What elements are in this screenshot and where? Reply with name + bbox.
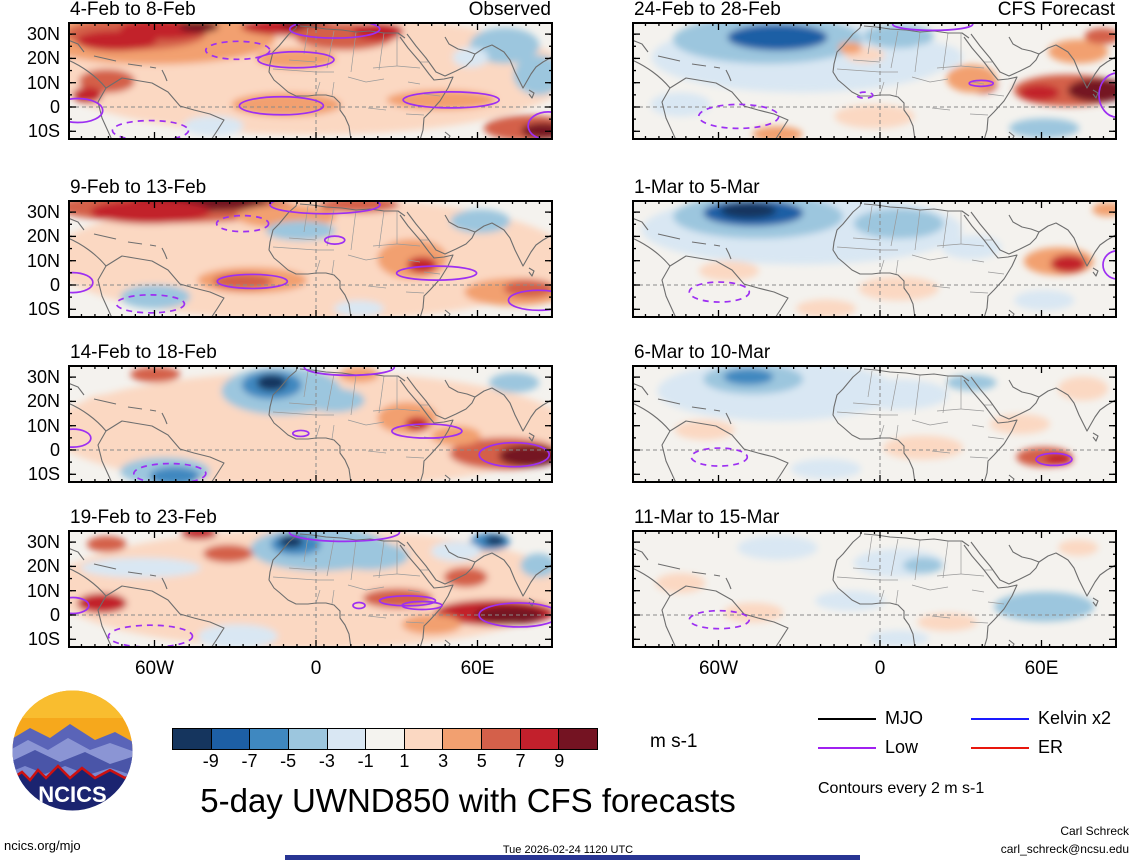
map-panel-8: 11-Mar to 15-Mar [632,507,1117,648]
footer-email: carl_schreck@ncsu.edu [1000,842,1129,856]
lat-tick-label: 10S [27,464,60,485]
panel-title: 11-Mar to 15-Mar [634,507,780,528]
lat-tick-label: 10N [26,250,60,271]
lon-tick-label: 60E [460,658,495,679]
colorbar-tick-label: -3 [318,751,335,771]
lon-tick-label: 60W [134,658,175,679]
legend-item: MJO [818,704,923,733]
colorbar-tick-label: 1 [399,751,410,771]
colorbar-segment [403,729,443,749]
map-canvas [68,530,553,648]
legend-line-icon [818,717,876,720]
lat-tick-label: 30N [26,532,60,553]
panel-title: 1-Mar to 5-Mar [634,177,760,198]
map-canvas [68,200,553,318]
lat-tick-label: 20N [26,556,60,577]
logo-art: NCICS [12,690,133,811]
colorbar-segment [442,729,482,749]
colorbar-segment [210,729,250,749]
colorbar-segment [326,729,366,749]
wave-legend: MJO Low Kelvin x2 ER [818,704,1111,762]
lat-tick-label: 0 [49,605,60,625]
colorbar-segment [249,729,288,749]
lat-tick-label: 10S [27,629,60,650]
lon-tick-label: 0 [310,658,322,679]
panel-column-header: CFS Forecast [997,0,1115,20]
colorbar-tick-label: 3 [438,751,449,771]
lat-tick-label: 20N [26,226,60,247]
colorbar-tick-label: -1 [357,751,374,771]
legend-line-icon [818,746,876,749]
panel-title: 9-Feb to 13-Feb [70,177,207,198]
lat-tick-label: 10N [26,72,60,93]
map-canvas [632,22,1117,140]
map-panel-1: 4-Feb to 8-Feb Observed [68,0,553,140]
colorbar-segment [519,729,559,749]
lat-tick-label: 20N [26,48,60,69]
panel-title: 19-Feb to 23-Feb [70,507,217,528]
lat-tick-label: 10S [27,121,60,142]
lat-tick-label: 0 [49,440,60,460]
map-panel-2: 9-Feb to 13-Feb [68,177,553,318]
lat-tick-label: 30N [26,24,60,45]
map-panel-7: 6-Mar to 10-Mar [632,342,1117,483]
colorbar-segment [287,729,327,749]
bottom-bar [285,855,860,860]
lat-tick-label: 10N [26,580,60,601]
legend-item: Low [818,733,923,762]
logo-text: NCICS [38,782,106,807]
panel-title: 14-Feb to 18-Feb [70,342,217,363]
panel-title: 6-Mar to 10-Mar [634,342,771,363]
colorbar-tick-label: 5 [476,751,487,771]
panel-title: 4-Feb to 8-Feb [70,0,196,20]
map-canvas [632,365,1117,483]
figure-title: 5-day UWND850 with CFS forecasts [200,782,736,819]
lat-tick-label: 0 [49,275,60,295]
lon-tick-label: 0 [874,658,886,679]
colorbar-tick-label: -7 [241,751,258,771]
map-canvas [632,200,1117,318]
legend-line-icon [971,717,1029,720]
lon-tick-label: 60E [1024,658,1059,679]
map-canvas [68,22,553,140]
panel-column-header: Observed [468,0,551,20]
colorbar-segment [365,729,404,749]
colorbar-units-label: m s-1 [650,731,698,752]
colorbar-tick-label: 7 [515,751,526,771]
lon-tick-label: 60W [698,658,739,679]
legend-line-icon [971,746,1029,749]
footer-timestamp: Tue 2026-02-24 1120 UTC [502,844,634,856]
legend-item: Kelvin x2 [971,704,1111,733]
map-canvas [632,530,1117,648]
map-panel-6: 1-Mar to 5-Mar [632,177,1117,318]
lat-tick-label: 0 [49,97,60,117]
colorbar-tick-label: -9 [202,751,219,771]
colorbar-segment [481,729,520,749]
contour-interval-note: Contours every 2 m s-1 [818,780,985,797]
legend-label: MJO [885,708,923,728]
lat-tick-label: 30N [26,367,60,388]
colorbar-tick-label: -5 [280,751,297,771]
map-panel-3: 14-Feb to 18-Feb [68,342,553,483]
map-panel-4: 19-Feb to 23-Feb [68,507,553,648]
colorbar [172,728,598,750]
colorbar-segment [558,729,598,749]
lat-tick-label: 10N [26,415,60,436]
colorbar-segment [173,729,211,749]
footer-author: Carl Schreck [1060,824,1129,838]
panel-title: 24-Feb to 28-Feb [634,0,781,20]
colorbar-tick-label: 9 [554,751,565,771]
legend-item: ER [971,733,1111,762]
map-canvas [68,365,553,483]
lat-tick-label: 20N [26,391,60,412]
lat-tick-label: 30N [26,202,60,223]
footer-site-url: ncics.org/mjo [4,838,81,853]
legend-label: ER [1038,737,1064,757]
ncics-logo: NCICS [12,690,133,811]
legend-label: Kelvin x2 [1038,708,1112,728]
map-panel-5: 24-Feb to 28-Feb CFS Forecast [632,0,1117,140]
lat-tick-label: 10S [27,299,60,320]
legend-label: Low [885,737,919,757]
